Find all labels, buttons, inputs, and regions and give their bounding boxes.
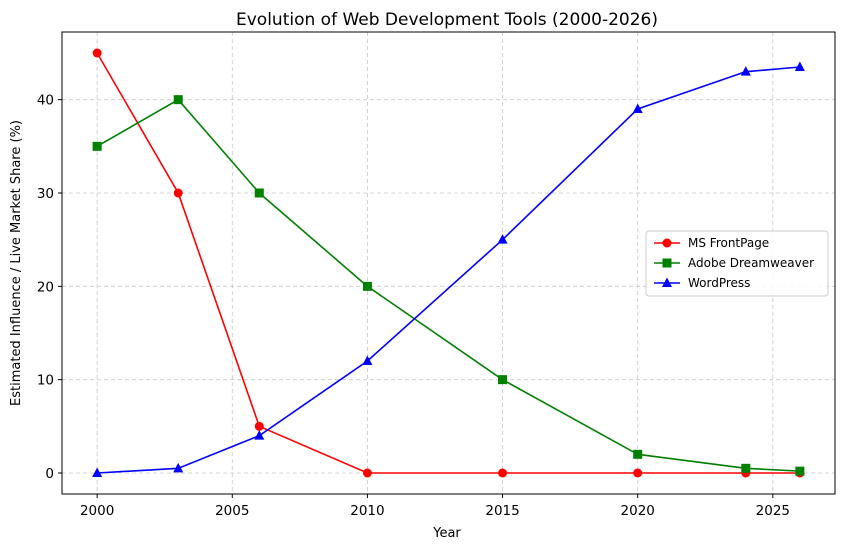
data-point [362,355,373,365]
legend-label: MS FrontPage [688,236,769,250]
data-point [173,95,183,105]
legend-marker [662,258,672,268]
x-axis: 2000 2005 2010 2015 2020 2025 [80,494,790,519]
x-tick-label: 2000 [80,503,114,519]
data-point [92,48,102,58]
y-tick-label: 40 [37,93,54,109]
x-tick-label: 2005 [215,503,249,519]
data-point [795,466,805,476]
data-point [92,467,103,477]
series-line [97,66,800,474]
data-point [362,468,372,478]
x-tick-label: 2010 [350,503,384,519]
series-line [96,98,800,472]
legend-label: Adobe Dreamweaver [688,256,814,270]
series-line [96,52,800,474]
x-tick-label: 2025 [756,503,790,519]
legend-item: WordPress [654,276,750,290]
data-point [254,421,264,431]
data-point [173,462,184,473]
y-axis-label: Estimated Influence / Live Market Share … [9,120,24,406]
chart-title: Evolution of Web Development Tools (2000… [236,10,658,30]
y-tick-label: 20 [37,279,54,295]
data-point [632,103,643,113]
data-point [498,375,508,385]
data-point [794,61,805,71]
series-wordpress [92,61,805,477]
data-point [92,141,102,151]
legend-item: Adobe Dreamweaver [654,256,814,270]
data-point [173,188,183,198]
data-point [741,463,751,473]
x-tick-label: 2020 [621,503,655,519]
data-point [633,449,643,459]
data-point [740,66,751,76]
legend-item: MS FrontPage [654,236,769,250]
series-adobe-dreamweaver [92,95,805,476]
x-axis-label: Year [432,526,461,541]
x-tick-label: 2015 [485,503,519,519]
data-point [362,281,372,291]
legend-box [645,230,829,297]
y-tick-label: 0 [45,466,54,482]
plot-frame [61,31,836,495]
legend-label: WordPress [688,276,750,290]
data-point [633,468,643,478]
data-point [497,234,508,244]
legend: MS FrontPage Adobe Dreamweaver WordPress [645,230,829,297]
data-point [254,188,264,198]
y-tick-label: 30 [37,186,54,202]
series-layer [92,48,805,478]
data-point [254,430,265,440]
legend-marker [662,238,672,248]
y-axis: 0 10 20 30 40 [37,93,62,482]
data-point [498,468,508,478]
y-tick-label: 10 [37,373,54,389]
legend-marker [662,277,672,287]
